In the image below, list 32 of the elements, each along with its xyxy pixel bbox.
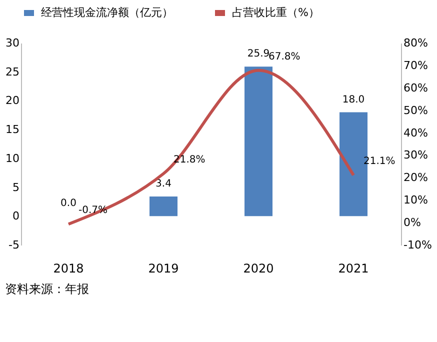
y2-tick-label: 70% <box>404 58 428 72</box>
y-tick-label: 5 <box>12 180 20 194</box>
data-label: 67.8% <box>268 51 300 62</box>
y2-tick-label: 50% <box>404 104 428 117</box>
y-tick-label: 30 <box>6 36 20 50</box>
y2-tick-label: 60% <box>404 81 428 94</box>
data-label: 0.0 <box>60 198 76 210</box>
y-tick-label: -5 <box>8 238 20 252</box>
y2-tick-label: 30% <box>404 148 428 162</box>
y2-tick-label: -10% <box>404 238 432 252</box>
y-tick-label: 25 <box>6 65 20 78</box>
y-tick-label: 15 <box>6 123 20 136</box>
y2-tick-label: 0% <box>404 216 421 230</box>
y-tick-label: 0 <box>12 210 20 223</box>
y-tick-label: 10 <box>6 152 20 165</box>
data-label: 3.4 <box>156 178 172 190</box>
bar <box>150 196 178 216</box>
y2-tick-label: 20% <box>404 171 428 184</box>
x-tick-label: 2021 <box>338 262 369 276</box>
text: 资料来源：年报 <box>5 282 90 296</box>
x-tick-label: 2018 <box>53 262 84 276</box>
bar <box>244 66 272 216</box>
data-label: 25.9 <box>247 48 270 60</box>
y2-tick-label: 40% <box>404 126 428 140</box>
y-tick-label: 20 <box>6 94 20 108</box>
data-label: 18.0 <box>342 94 365 106</box>
x-tick-label: 2020 <box>243 262 274 276</box>
legend-label: 经营性现金流净额（亿元） <box>41 6 173 19</box>
y2-tick-label: 80% <box>404 36 428 50</box>
x-tick-label: 2019 <box>148 262 179 276</box>
legend-label: 占营收比重（%） <box>232 6 320 19</box>
y2-tick-label: 10% <box>404 194 428 207</box>
